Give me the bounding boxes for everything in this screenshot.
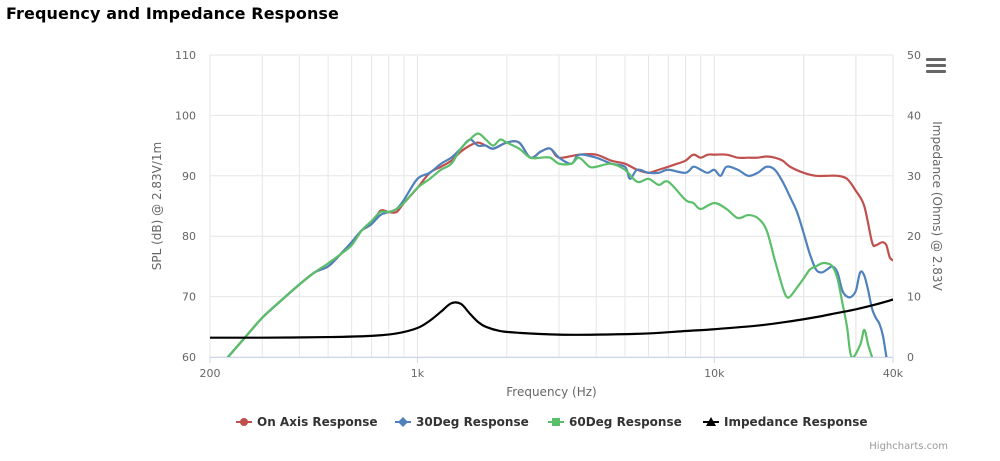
x-tick-label: 1k (411, 367, 425, 380)
y-left-tick-label: 110 (175, 49, 196, 62)
x-axis-title: Frequency (Hz) (506, 385, 597, 399)
y-axis-left-title: SPL (dB) @ 2.83V/1m (150, 142, 164, 271)
y-right-tick-label: 50 (907, 49, 921, 62)
y-right-tick-label: 0 (907, 351, 914, 364)
grid-lines (209, 54, 894, 358)
x-tick-label: 200 (200, 367, 221, 380)
y-right-tick-label: 40 (907, 109, 921, 122)
credits-link[interactable]: Highcharts.com (869, 441, 948, 452)
y-right-tick-label: 20 (907, 230, 921, 243)
y-right-tick-label: 10 (907, 291, 921, 304)
y-left-tick-label: 60 (182, 351, 196, 364)
legend-marker-triangle (706, 417, 716, 426)
y-left-tick-label: 100 (175, 109, 196, 122)
x-tick-label: 10k (704, 367, 725, 380)
legend-marker-circle (240, 418, 248, 426)
axes-group: 200 1k 10k 40k 60 70 80 90 100 110 0 10 20 30 40 50 (175, 49, 921, 380)
legend-item-30deg-response: 30Deg Response (416, 415, 529, 429)
legend: On Axis Response 30Deg Response 60Deg Resp… (236, 415, 868, 429)
y-left-tick-label: 70 (182, 291, 196, 304)
page-title: Frequency and Impedance Response (6, 4, 340, 23)
series-line-30deg-response (226, 138, 888, 358)
series-line-60deg-response (226, 132, 874, 358)
y-left-tick-label: 90 (182, 170, 196, 183)
x-tick-label: 40k (883, 367, 904, 380)
y-right-tick-label: 30 (907, 170, 921, 183)
hamburger-menu-icon[interactable] (926, 58, 946, 76)
series-line-impedance-response (210, 298, 893, 339)
legend-item-on-axis-response: On Axis Response (257, 415, 378, 429)
y-left-tick-label: 80 (182, 230, 196, 243)
y-axis-right-title: Impedance (Ohms) @ 2.83V (930, 121, 944, 291)
legend-item-impedance-response: Impedance Response (724, 415, 868, 429)
legend-item-60deg-response: 60Deg Response (569, 415, 682, 429)
series-group (210, 132, 893, 358)
legend-marker-diamond (398, 417, 408, 427)
legend-marker-square (552, 418, 560, 426)
